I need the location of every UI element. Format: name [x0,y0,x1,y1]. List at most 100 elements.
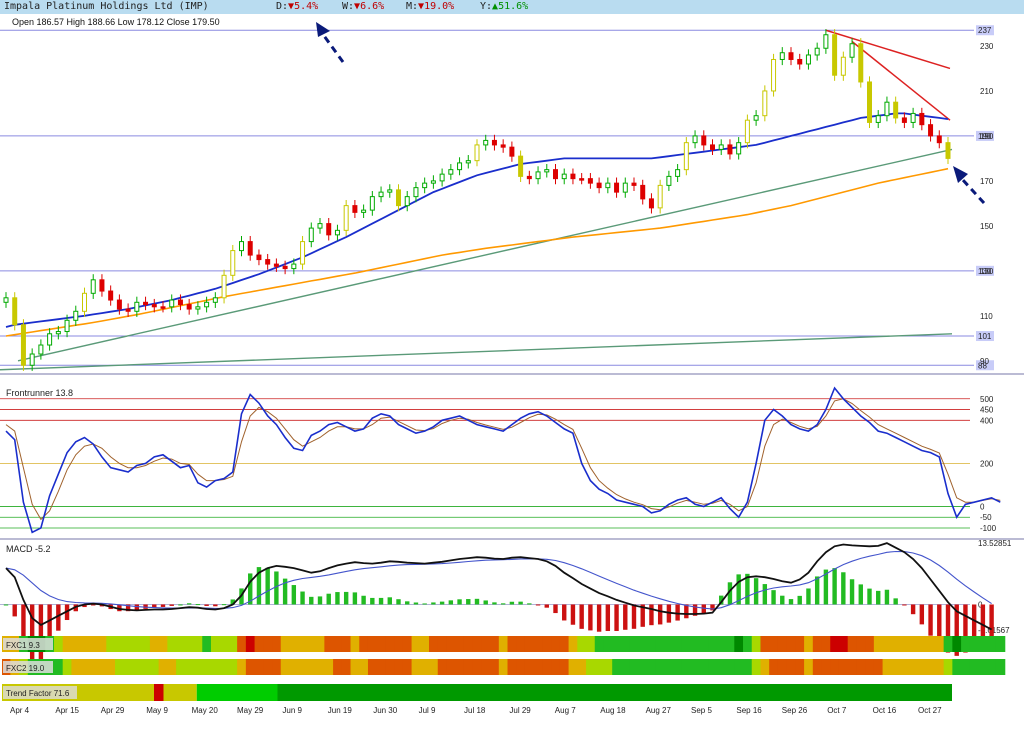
macd-histogram-bar [492,602,497,605]
macd-histogram-bar [701,604,706,614]
macd-histogram-bar [518,601,523,605]
candle-body [875,115,881,123]
macd-histogram-bar [570,604,576,625]
fxc1-strip-label: FXC1 9.3 [6,641,40,650]
fxc1-strip-cell [568,636,578,652]
macd-histogram-bar [980,604,986,648]
fxc2-strip-cell [647,659,657,675]
candle-body [73,310,79,321]
fxc1-strip-cell [472,636,482,652]
x-axis-tick-label: May 29 [237,706,264,715]
fxc1-strip-cell [524,636,535,652]
fxc1-strip-cell [708,636,718,652]
macd-histogram-bar [274,571,279,605]
fxc1-strip-cell [446,636,456,652]
macd-histogram-bar [727,582,733,605]
oscillator-signal-line [5,398,1001,521]
fxc2-strip-cell [341,659,352,675]
fxc1-strip-cell [184,636,195,652]
oscillator-axis-tick-label: 450 [980,406,994,415]
perf-year: Y:▲51.6% [480,1,529,12]
macd-histogram-bar [309,596,314,605]
fxc1-strip-cell [812,636,823,652]
fxc2-strip-cell [777,659,788,675]
candle-body [125,308,131,312]
x-axis-tick-label: Oct 7 [827,706,847,715]
fxc2-strip-cell [333,659,343,675]
fxc1-strip-cell [882,636,892,652]
macd-histogram-bar [823,569,829,605]
fxc2-strip-cell [795,659,805,675]
fxc1-strip-cell [210,636,221,652]
macd-histogram-bar [858,584,863,605]
macd-histogram-bar [535,604,541,606]
fxc2-strip-cell [917,659,927,675]
macd-histogram-bar [797,595,802,605]
fxc2-strip-cell [664,659,674,675]
candle-body [675,169,681,177]
fxc2-strip-cell [734,659,744,675]
candle-body [901,117,907,123]
candle-body [710,144,715,150]
macd-histogram-bar [544,604,549,608]
fxc1-strip-cell [62,636,73,652]
price-level-label: 101 [978,332,992,341]
candle-body [779,52,785,60]
candle-body [326,223,332,236]
x-axis-tick-label: Jun 19 [328,706,353,715]
candle-body [491,139,497,146]
fxc1-strip-cell [315,636,325,652]
macd-histogram-bar [230,599,235,605]
fxc2-strip-cell [202,659,212,675]
candle-body [143,301,149,306]
x-axis-tick-label: Jul 9 [419,706,436,715]
fxc1-strip-cell [856,636,866,652]
macd-histogram-bar [753,578,759,605]
candle-body [291,263,297,270]
candle-body [282,265,288,270]
fxc1-strip-cell [324,636,334,652]
oscillator-axis-tick-label: 200 [980,459,994,468]
annotation-arrow-right-head [953,166,968,183]
macd-histogram-bar [343,591,349,605]
fxc1-strip-cell [71,636,81,652]
candle-body [587,178,593,184]
macd-histogram-bar [971,604,977,650]
price-level-label: 237 [978,26,992,35]
ohlc-readout: Open 186.57 High 188.66 Low 178.12 Close… [12,17,220,27]
macd-histogram-bar [500,603,506,605]
macd-histogram-bar [431,602,436,605]
fxc2-strip-cell [568,659,578,675]
candle-body [805,54,811,65]
macd-histogram-bar [605,604,611,631]
fxc2-strip-cell [472,659,482,675]
fxc1-strip-cell [716,636,727,652]
candle-body [797,58,803,65]
fxc1-strip-cell [917,636,927,652]
candle-body [631,182,637,186]
candle-body [82,292,87,312]
candle-body [771,58,777,92]
fxc2-strip-cell [533,659,544,675]
annotation-arrow-right-shaft [960,177,986,205]
oscillator-axis-tick-label: -100 [980,524,997,533]
macd-histogram-bar [82,604,87,608]
fxc2-strip-cell [359,659,369,675]
macd-histogram-bar [457,599,462,605]
candle-body [893,101,899,119]
fxc2-strip-cell [821,659,831,675]
fxc2-strip-cell [577,659,587,675]
resistance-line-upper [825,29,951,70]
candle-body [317,223,323,229]
macd-histogram-bar [963,604,968,653]
macd-histogram-bar [38,604,44,660]
macd-histogram-bar [919,604,925,625]
fxc1-strip-cell [516,636,526,652]
fxc1-strip-label-box [3,638,53,650]
fxc1-strip-cell [149,636,160,652]
fxc1-strip-cell [865,636,875,652]
fxc2-strip-cell [106,659,116,675]
candle-body [413,187,419,198]
candle-body [465,160,471,164]
x-axis-tick-label: Jul 29 [509,706,531,715]
